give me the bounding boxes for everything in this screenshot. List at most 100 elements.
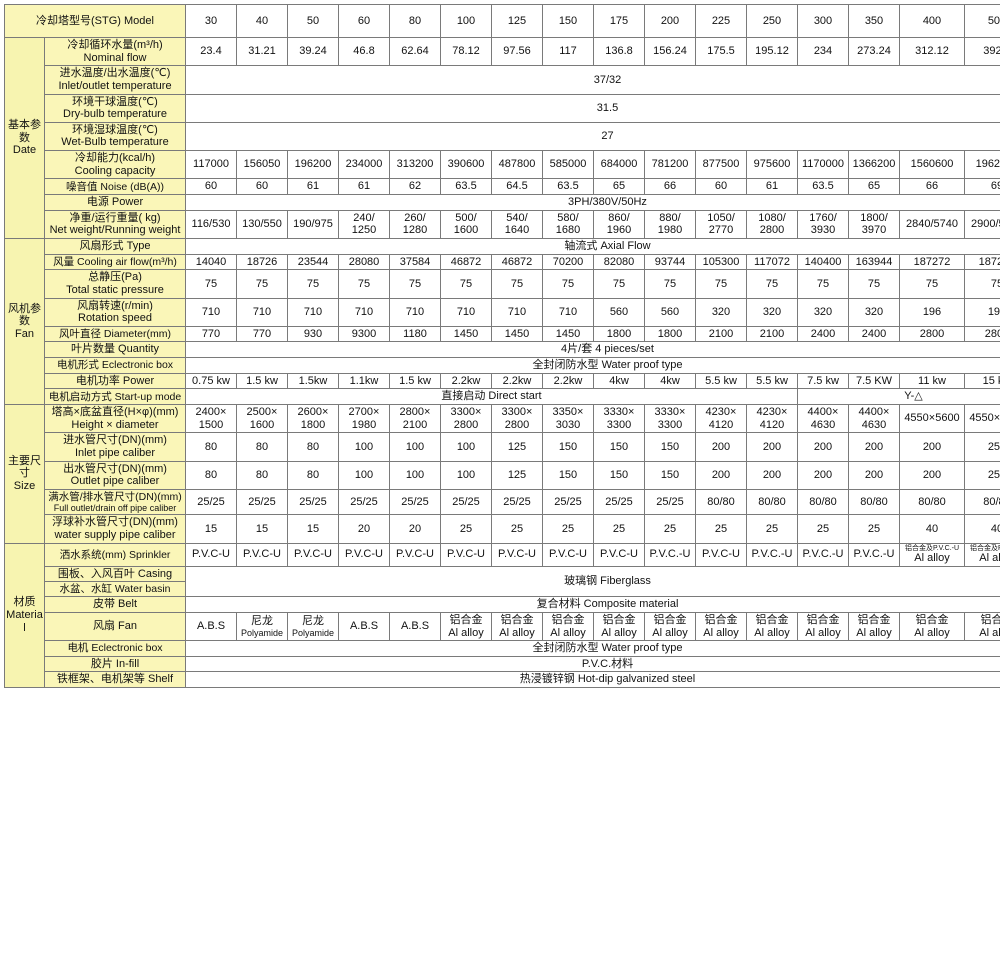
row-label: 满水管/排水管尺寸(DN)(mm) Full outlet/drain off p… — [44, 488, 186, 516]
cell-value: 196 — [899, 297, 965, 327]
cell-value: 尼龙 Polyamide — [236, 611, 288, 642]
spec-row: 环境干球温度(℃) Dry-bulb temperature 31.5 — [5, 93, 1000, 123]
row-label-en: Inlet/outlet temperature — [58, 79, 172, 92]
cell-value: 260/1280 — [389, 209, 441, 239]
row-label-cn: 电源 Power — [86, 196, 144, 209]
cell-value: 15 — [287, 514, 339, 544]
cell-value: 61 — [287, 178, 339, 196]
cell-value: 25/25 — [644, 488, 696, 516]
cell-value: 2840/5740 — [899, 209, 965, 239]
cell-value: 5.5 kw — [695, 372, 747, 390]
cell-value: 31.21 — [236, 36, 288, 67]
cell-value: 136.8 — [593, 36, 645, 67]
cell-value: 2900/5800 — [964, 209, 1000, 239]
cell-value: P.V.C-U — [440, 542, 492, 567]
cell-value: 150 — [542, 460, 594, 490]
cell-value: 46872 — [440, 253, 492, 271]
spec-row: 铁框架、电机架等 Shelf 热浸镀锌钢 Hot-dip galvanized s… — [5, 671, 1000, 689]
row-label-en: Wet-Bulb temperature — [61, 136, 169, 149]
cell-value-en: Polyamide — [291, 627, 335, 638]
cell-value: 2500× 1600 — [236, 404, 288, 434]
row-label: 电源 Power — [44, 194, 186, 211]
row-label-cn: 铁框架、电机架等 Shelf — [56, 673, 174, 686]
cell-value: 975600 — [746, 150, 798, 180]
row-label-cn: 皮带 Belt — [92, 598, 137, 611]
cell-value: 200 — [797, 432, 849, 462]
cell-value: 65 — [593, 178, 645, 196]
cell-value-cn: 尼龙 — [302, 615, 324, 628]
row-label-cn: 叶片数量 Quantity — [70, 343, 160, 356]
merged-value: 3PH/380V/50Hz — [185, 194, 1000, 211]
row-label: 风量 Cooling air flow(m³/h) — [44, 253, 186, 271]
cell-value: 710 — [236, 297, 288, 327]
cell-value: 710 — [185, 297, 237, 327]
cell-value: P.V.C-U — [491, 542, 543, 567]
model-column-header: 225 — [695, 4, 747, 38]
row-label: 噪音值 Noise (dB(A)) — [44, 178, 186, 196]
cell-value: 1.5 kw — [236, 372, 288, 390]
cell-value: 80/80 — [746, 488, 798, 516]
cell-value: 560 — [644, 297, 696, 327]
cell-value: 1080/2800 — [746, 209, 798, 239]
cell-value: 105300 — [695, 253, 747, 271]
spec-row: 进水管尺寸(DN)(mm) Inlet pipe caliber 80 80 80 100… — [5, 432, 1000, 462]
cell-value: 40 — [964, 514, 1000, 544]
group-label-cn: 基本参数 — [8, 119, 41, 144]
cell-value: 61 — [746, 178, 798, 196]
cell-value: 1800 — [593, 325, 645, 343]
cell-value: 75 — [746, 269, 798, 299]
cell-value: 80 — [287, 432, 339, 462]
cell-value-cn: 铝合金及P.V.C.-U — [904, 544, 960, 552]
row-label: 洒水系统(mm) Sprinkler — [44, 542, 186, 567]
cell-value: 25/25 — [236, 488, 288, 516]
cell-value: 880/1980 — [644, 209, 696, 239]
row-label-en: Cooling capacity — [74, 164, 156, 177]
cell-value: P.V.C.-U — [746, 542, 798, 567]
cell-value: 560 — [593, 297, 645, 327]
cell-value: 20 — [338, 514, 390, 544]
model-column-header: 500 — [964, 4, 1000, 38]
cell-value: 25/25 — [491, 488, 543, 516]
cell-value: 2100 — [746, 325, 798, 343]
cell-value: 234 — [797, 36, 849, 67]
cell-value: 500/1600 — [440, 209, 492, 239]
cell-value: 313200 — [389, 150, 441, 180]
cell-value: 200 — [899, 460, 965, 490]
cell-value: 25 — [746, 514, 798, 544]
cell-value: 15 kw — [964, 372, 1000, 390]
spec-row: 水盆、水缸 Water basin — [5, 581, 1000, 598]
cell-value: 20 — [389, 514, 441, 544]
model-column-header: 200 — [644, 4, 696, 38]
merged-value: P.V.C.材料 — [185, 655, 1000, 673]
cell-value: 25 — [797, 514, 849, 544]
cell-value: 710 — [440, 297, 492, 327]
cell-value: 3330× 3300 — [644, 404, 696, 434]
row-label: 冷却循环水量(m³/h) Nominal flow — [44, 36, 186, 67]
cell-value: 28080 — [338, 253, 390, 271]
cell-value: 75 — [185, 269, 237, 299]
spec-row: 浮球补水管尺寸(DN)(mm) water supply pipe caliber… — [5, 514, 1000, 544]
cell-value: 487800 — [491, 150, 543, 180]
cell-value: 392.4 — [964, 36, 1000, 67]
row-label-en: water supply pipe caliber — [54, 528, 176, 541]
cell-value: 150 — [593, 460, 645, 490]
cell-value: 75 — [338, 269, 390, 299]
cell-value: 62.64 — [389, 36, 441, 67]
group-label-cn: 风机参数 — [8, 302, 41, 328]
cell-value: 25/25 — [185, 488, 237, 516]
cell-value: 18726 — [236, 253, 288, 271]
cell-value: 1450 — [542, 325, 594, 343]
cell-value: 200 — [797, 460, 849, 490]
cell-value: 196 — [964, 297, 1000, 327]
row-label-en: Height × diameter — [71, 418, 159, 431]
row-label: 水盆、水缸 Water basin — [44, 581, 186, 598]
cell-value: 2400 — [848, 325, 900, 343]
spec-row: 出水管尺寸(DN)(mm) Outlet pipe caliber 80 80 80 10… — [5, 460, 1000, 490]
row-label-cn: 冷却循环水量(m³/h) — [67, 39, 163, 51]
cell-value-en: Al alloy — [914, 551, 950, 564]
spec-row: 风量 Cooling air flow(m³/h) 14040 18726 23544… — [5, 253, 1000, 271]
